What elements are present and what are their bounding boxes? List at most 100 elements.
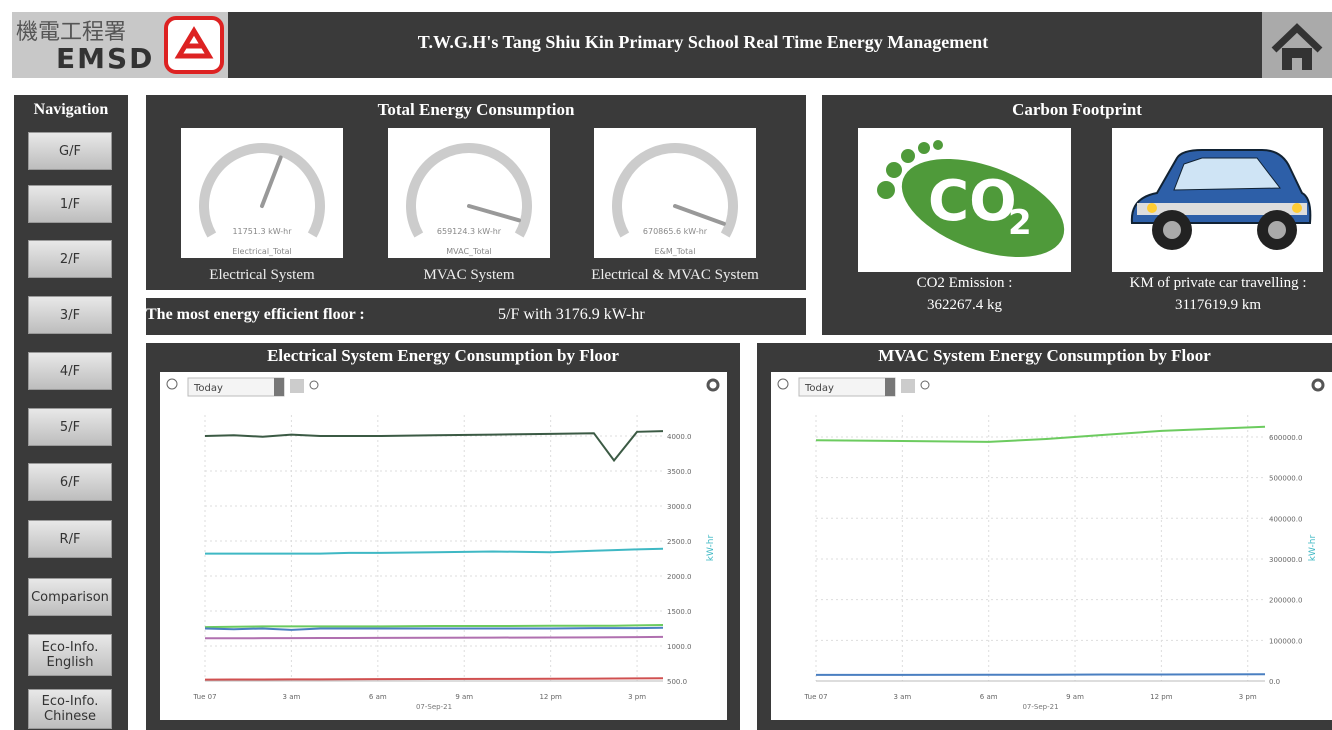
co2-icon: CO 2 [858,128,1071,272]
gauge-svg: 670865.6 kW-hr E&M_Total [612,143,738,256]
x-sublabel: 07-Sep-21 [416,703,452,711]
gauge-value: 11751.3 kW-hr [232,227,292,236]
navigation-panel: Navigation G/F 1/F 2/F 3/F 4/F 5/F 6/F R/F Compa… [14,95,128,730]
x-tick-label: 9 am [1066,693,1084,701]
carbon-title: Carbon Footprint [1012,100,1142,119]
y-tick-label: 300000.0 [1269,556,1302,564]
gauge: 11751.3 kW-hr Electrical_Total [181,128,343,258]
zoom-out-icon[interactable] [309,380,319,390]
chart: Today 0.0 100000.0 200000.0 300000.0 400000.0… [771,372,1332,720]
nav-button[interactable]: Comparison [28,578,112,616]
x-tick-label: 3 am [893,693,911,701]
y-tick-label: 4000.0 [667,433,692,441]
y-tick-label: 1500.0 [667,608,692,616]
nav-button[interactable]: 5/F [28,408,112,446]
header-bar [12,12,1332,78]
nav-button[interactable]: R/F [28,520,112,558]
y-tick-label: 3500.0 [667,468,692,476]
efficient-bar: The most energy efficient floor : 5/F wi… [146,298,806,335]
dropdown-arrow[interactable] [274,378,284,396]
gauge-name: MVAC_Total [446,247,491,256]
y-tick-label: 400000.0 [1269,515,1302,523]
y-tick-label: 2500.0 [667,538,692,546]
logo-en: EMSD [56,42,155,75]
y-axis-label: kW-hr [1308,535,1318,562]
gauge-value: 659124.3 kW-hr [437,227,502,236]
gauge-caption: Electrical System [209,267,315,283]
efficient-value: 5/F with 3176.9 kW-hr [498,306,645,323]
x-sublabel: 07-Sep-21 [1022,703,1058,711]
gauge: 670865.6 kW-hr E&M_Total [594,128,756,258]
x-tick-label: Tue 07 [803,693,827,701]
chart-title: Electrical System Energy Consumption by … [267,346,619,365]
electrical-chart-panel: Electrical System Energy Consumption by … [146,343,740,730]
settings-icon[interactable] [706,378,720,392]
zoom-in-icon[interactable] [290,379,304,393]
logo: 機電工程署 EMSD [12,12,228,78]
series-line [816,673,1266,676]
gauge-arc [199,143,325,238]
zoom-in-icon[interactable] [901,379,915,393]
x-tick-label: 3 am [283,693,301,701]
series-line [205,547,664,555]
y-tick-label: 100000.0 [1269,637,1302,645]
settings-icon[interactable] [1311,378,1325,392]
co2-icon-sub: 2 [1008,203,1032,243]
range-option: Today [804,383,834,394]
zoom-reset-icon[interactable] [166,378,178,390]
energy-title: Total Energy Consumption [377,100,575,119]
range-option: Today [193,383,223,394]
x-tick-label: 9 am [455,693,473,701]
car-icon [1112,128,1323,272]
gauge-arc [612,143,738,238]
nav-button[interactable]: 1/F [28,185,112,223]
series-line [815,425,1266,443]
gauge-needle [673,204,726,226]
nav-button[interactable]: G/F [28,132,112,170]
gauge-name: Electrical_Total [232,247,291,256]
nav-button[interactable]: 4/F [28,352,112,390]
gauge: 659124.3 kW-hr MVAC_Total [388,128,550,258]
home-button[interactable] [1262,12,1332,78]
co2-label: CO2 Emission : [916,275,1013,291]
x-tick-label: 6 am [369,693,387,701]
series-line [204,624,664,629]
y-tick-label: 200000.0 [1269,597,1302,605]
co2-icon-text: CO [928,169,1017,234]
co2-value: 362267.4 kg [927,297,1002,313]
y-tick-label: 1000.0 [667,643,692,651]
y-tick-label: 0.0 [1269,678,1280,686]
navigation-title: Navigation [33,101,109,118]
gauge-caption: MVAC System [423,267,515,283]
y-axis-label: kW-hr [706,535,716,562]
x-tick-label: 3 pm [1239,693,1257,701]
series-line [204,626,664,631]
gauge-svg: 11751.3 kW-hr Electrical_Total [199,143,325,256]
zoom-out-icon[interactable] [920,380,930,390]
gauge-caption: Electrical & MVAC System [591,267,759,283]
km-value: 3117619.9 km [1174,297,1262,313]
gauge-svg: 659124.3 kW-hr MVAC_Total [406,143,532,256]
y-tick-label: 2000.0 [667,573,692,581]
y-tick-label: 3000.0 [667,503,692,511]
series-line [204,430,664,463]
series-line [204,677,664,681]
dropdown-arrow[interactable] [885,378,895,396]
km-label: KM of private car travelling : [1129,275,1307,291]
nav-button[interactable]: 2/F [28,240,112,278]
nav-button[interactable]: Eco-Info. English [28,634,112,676]
zoom-reset-icon[interactable] [777,378,789,390]
gauge-name: E&M_Total [655,247,696,256]
energy-panel: Total Energy Consumption 11751.3 kW-hr El… [146,95,806,290]
nav-button[interactable]: Eco-Info. Chinese [28,689,112,729]
logo-icon [164,16,224,74]
gauge-needle [467,204,521,223]
y-tick-label: 600000.0 [1269,434,1302,442]
logo-cn: 機電工程署 [16,20,127,45]
x-tick-label: Tue 07 [192,693,216,701]
nav-button[interactable]: 6/F [28,463,112,501]
series-line [205,635,664,640]
nav-button[interactable]: 3/F [28,296,112,334]
x-tick-label: 3 pm [628,693,646,701]
